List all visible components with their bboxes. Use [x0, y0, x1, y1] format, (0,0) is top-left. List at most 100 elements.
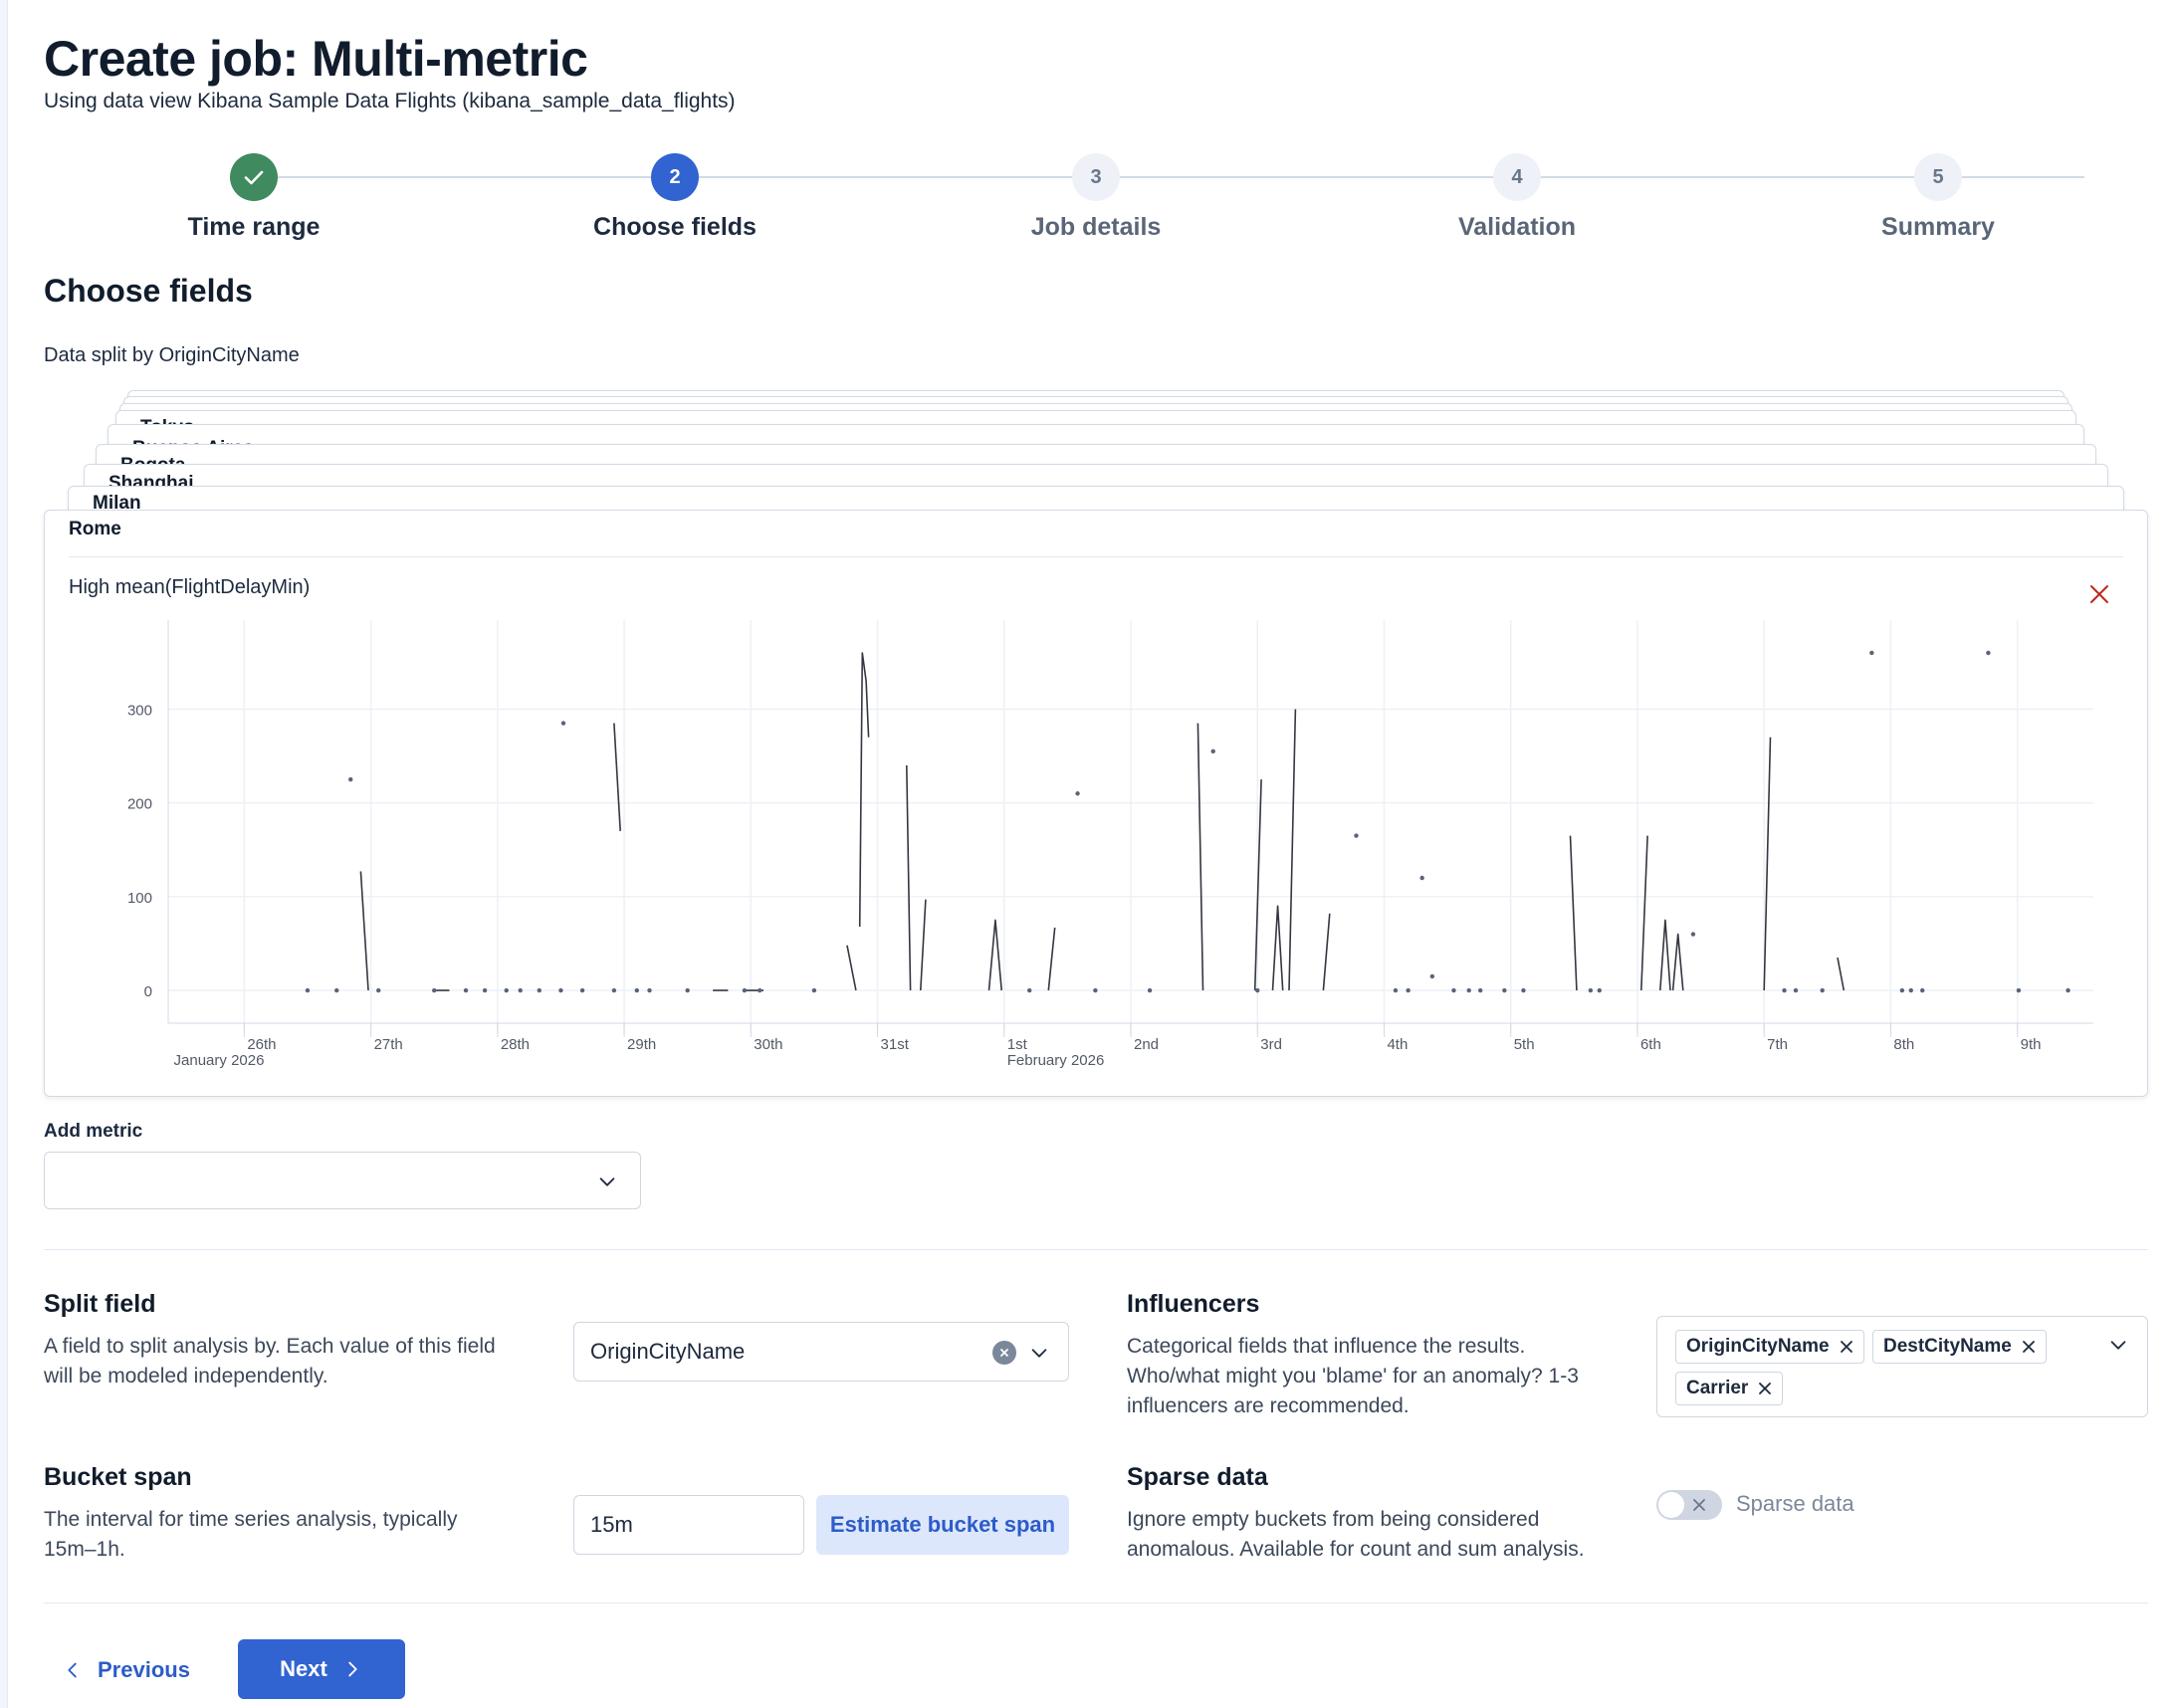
cross-icon[interactable] — [2022, 1340, 2036, 1354]
add-metric-select[interactable] — [44, 1152, 641, 1209]
add-metric-label: Add metric — [44, 1121, 143, 1142]
series-line — [613, 723, 621, 831]
sparse-data-toggle[interactable] — [1656, 1490, 1722, 1520]
sparse-data-description-line: anomalous. Available for count and sum a… — [1127, 1538, 1585, 1561]
previous-button[interactable]: Previous — [62, 1652, 190, 1688]
series-point — [537, 987, 543, 993]
influencers-combobox[interactable]: OriginCityName DestCityName Carrier — [1656, 1316, 2148, 1417]
series-point — [811, 987, 817, 993]
step-complete-circle — [230, 153, 278, 201]
step-number: 2 — [651, 153, 699, 201]
section-title: Choose fields — [44, 273, 253, 309]
stepper: Time range 2 Choose fields 3 Job details… — [44, 153, 2148, 253]
divider — [44, 1249, 2148, 1250]
series-point — [1393, 987, 1399, 993]
bucket-span-input[interactable]: 15m — [573, 1495, 804, 1555]
series-point — [1820, 987, 1825, 993]
series-point — [1690, 932, 1696, 937]
x-tick-label: 29th — [627, 1036, 656, 1053]
influencers-description: Categorical fields that influence the re… — [1127, 1332, 1579, 1421]
step-choose-fields[interactable]: 2 Choose fields — [526, 153, 824, 242]
influencers-title: Influencers — [1127, 1290, 1260, 1318]
clear-icon[interactable] — [992, 1341, 1016, 1365]
series-line — [1569, 835, 1578, 991]
split-card-front: Rome High mean(FlightDelayMin) 0 100 200 30… — [44, 510, 2148, 1097]
series-point — [1406, 987, 1411, 993]
series-point — [1354, 833, 1359, 838]
series-line — [359, 871, 369, 991]
series-point — [1869, 650, 1874, 656]
series-point — [1588, 987, 1594, 993]
chevron-down-icon[interactable] — [1028, 1342, 1050, 1364]
close-icon[interactable] — [2087, 582, 2111, 606]
split-field-description-line: will be modeled independently. — [44, 1365, 328, 1388]
x-secondary-label: January 2026 — [174, 1052, 265, 1069]
series-point — [560, 721, 566, 726]
step-number: 5 — [1914, 153, 1962, 201]
x-tick-label: 8th — [1893, 1036, 1914, 1053]
series-line — [987, 919, 1002, 991]
series-point — [2016, 987, 2022, 993]
sparse-data-description-line: Ignore empty buckets from being consider… — [1127, 1508, 1540, 1531]
next-button-label: Next — [280, 1656, 327, 1681]
series-line — [1271, 905, 1284, 991]
series-line — [1322, 913, 1331, 991]
influencer-pill-label: DestCityName — [1883, 1336, 2012, 1357]
chevron-down-icon — [599, 1177, 615, 1186]
step-time-range[interactable]: Time range — [105, 153, 403, 242]
left-rail — [0, 0, 8, 1708]
series-point — [1597, 987, 1602, 993]
series-line — [906, 764, 912, 991]
influencers-description-line: Categorical fields that influence the re… — [1127, 1335, 1526, 1358]
bucket-span-title: Bucket span — [44, 1463, 192, 1491]
series-point — [611, 987, 617, 993]
series-line — [846, 945, 857, 991]
series-point — [1793, 987, 1799, 993]
estimate-bucket-span-button[interactable]: Estimate bucket span — [816, 1495, 1069, 1555]
x-tick-label: 2nd — [1134, 1036, 1159, 1053]
cross-icon[interactable] — [1758, 1382, 1772, 1395]
stepper-line — [253, 176, 2084, 178]
x-secondary-label: February 2026 — [1007, 1052, 1105, 1069]
series-line — [1763, 737, 1772, 991]
page-subtitle: Using data view Kibana Sample Data Fligh… — [44, 90, 736, 112]
step-label: Choose fields — [593, 213, 757, 241]
series-point — [742, 987, 748, 993]
series-point — [1477, 987, 1483, 993]
series-point — [376, 987, 381, 993]
series-point — [1093, 987, 1098, 993]
series-point — [757, 987, 762, 993]
series-point — [1502, 987, 1507, 993]
y-tick-label: 0 — [144, 983, 152, 1000]
previous-button-label: Previous — [98, 1657, 190, 1682]
series-point — [579, 987, 585, 993]
step-summary[interactable]: 5 Summary — [1789, 153, 2087, 242]
bucket-span-description-line: The interval for time series analysis, t… — [44, 1508, 458, 1531]
series-point — [634, 987, 639, 993]
chevron-left-icon — [68, 1662, 77, 1678]
series-point — [482, 987, 488, 993]
step-label: Summary — [1881, 213, 1995, 241]
toggle-knob — [1657, 1491, 1685, 1519]
split-field-combobox[interactable]: OriginCityName — [573, 1322, 1069, 1382]
detector-chart: 0 100 200 300 26th 27th 28th 29th 30th 31st 1st 2nd… — [127, 620, 2093, 1069]
x-tick-label: 6th — [1640, 1036, 1661, 1053]
series-line — [920, 899, 927, 991]
split-field-description-line: A field to split analysis by. Each value… — [44, 1335, 496, 1358]
sparse-data-toggle-label[interactable]: Sparse data — [1736, 1491, 1854, 1516]
split-field-description: A field to split analysis by. Each value… — [44, 1332, 496, 1391]
series-point — [647, 987, 652, 993]
x-tick-label: 1st — [1007, 1036, 1028, 1053]
chevron-right-icon — [348, 1661, 357, 1677]
chevron-down-icon[interactable] — [2107, 1334, 2129, 1356]
cross-icon[interactable] — [1840, 1340, 1853, 1354]
influencers-description-line: influencers are recommended. — [1127, 1394, 1410, 1417]
step-job-details[interactable]: 3 Job details — [947, 153, 1245, 242]
step-validation[interactable]: 4 Validation — [1368, 153, 1666, 242]
series-point — [504, 987, 509, 993]
next-button[interactable]: Next — [238, 1639, 405, 1699]
series-line — [1659, 919, 1671, 991]
series-point — [1210, 748, 1215, 754]
series-point — [348, 776, 353, 782]
series-point — [1451, 987, 1456, 993]
